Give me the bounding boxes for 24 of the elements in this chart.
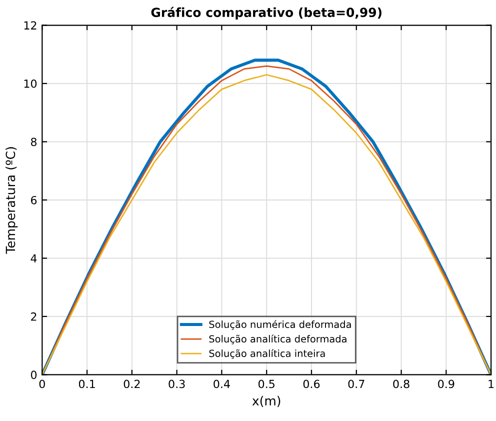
y-tick-label: 2 (31, 312, 36, 321)
y-axis-title: Temperatura (ºC) (6, 147, 18, 254)
x-tick-label: 0.7 (348, 380, 364, 388)
x-tick-label: 0.1 (78, 380, 95, 388)
x-tick-label: 0.2 (124, 380, 140, 388)
chart-title: Gráfico comparativo (beta=0,99) (151, 6, 382, 20)
y-tick-label: 12 (24, 21, 36, 30)
y-tick-label: 8 (30, 138, 37, 146)
x-axis-title: x(m) (252, 396, 280, 408)
x-tick-label: 0.9 (438, 380, 454, 388)
y-tick-label: 0 (30, 370, 37, 380)
x-tick-label: 0.3 (168, 380, 185, 388)
x-tick-label: 0 (39, 380, 45, 388)
x-tick-label: 0.4 (214, 380, 230, 388)
x-tick-label: 0.6 (303, 380, 320, 388)
x-tick-label: 1 (488, 380, 494, 388)
x-tick-label: 0.8 (393, 380, 410, 388)
legend-label: Solução numérica deformada (209, 320, 351, 330)
y-tick-label: 10 (24, 79, 37, 88)
x-tick-label: 0.5 (258, 380, 274, 388)
legend-label: Solução analítica deformada (209, 334, 346, 344)
legend-label: Solução analítica inteira (209, 349, 325, 359)
y-tick-label: 4 (30, 254, 37, 262)
y-tick-label: 6 (31, 196, 37, 204)
